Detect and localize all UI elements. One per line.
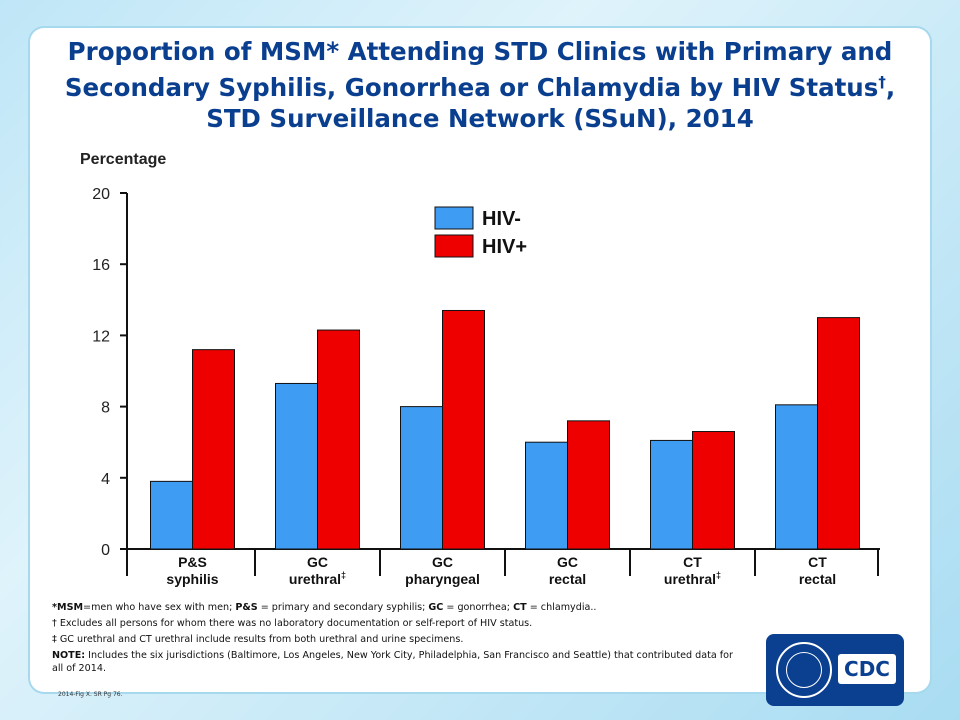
footnote-ct-def: = chlamydia.. [526,602,597,613]
footnote-gc-term: GC [428,602,444,613]
x-tick-label-line2: urethral‡ [664,570,721,587]
title-line-2-text: Secondary Syphilis, Gonorrhea or Chlamyd… [64,73,879,103]
x-tick-label-line1: P&S [178,554,207,570]
x-tick-label-line1: GC [432,554,453,570]
footnote-gc-def: = gonorrhea; [443,602,514,613]
bar-hiv-negative [775,404,818,550]
footnote-msm-def: =men who have sex with men; [83,602,236,613]
bar-hiv-positive [692,431,735,550]
x-tick-label-line2: pharyngeal [405,571,480,587]
cdc-logo: CDC [766,634,904,706]
title-line-1: Proportion of MSM* Attending STD Clinics… [67,37,893,66]
footnote-ct-term: CT [513,602,527,613]
x-tick-label-line2: urethral‡ [289,570,346,587]
hhs-seal-icon [776,642,832,698]
y-tick-label: 4 [101,471,110,488]
y-tick-label: 12 [92,328,110,345]
footnote-abbreviations: *MSM=men who have sex with men; P&S = pr… [52,601,742,614]
footnote-note-text: Includes the six jurisdictions (Baltimor… [52,650,733,674]
y-tick-label: 0 [101,542,110,559]
footnote-ps-def: = primary and secondary syphilis; [257,602,429,613]
bar-hiv-positive [817,317,860,550]
x-tick-label-mark: ‡ [341,570,346,580]
bar-hiv-positive [192,349,235,550]
bar-hiv-negative [275,382,318,550]
title-dagger: † [878,73,886,91]
chart-title: Proportion of MSM* Attending STD Clinics… [30,36,930,134]
legend-label: HIV- [482,208,521,230]
footnote-double-dagger: ‡ GC urethral and CT urethral include re… [52,634,464,645]
bar-hiv-negative [400,406,443,550]
x-tick-label-line2: syphilis [166,571,218,587]
y-tick-label: 16 [92,257,110,274]
y-tick-label: 20 [92,186,110,203]
x-tick-label-line1: GC [307,554,328,570]
bar-hiv-negative [150,480,193,550]
x-tick-label-line1: GC [557,554,578,570]
footnote-note-label: NOTE: [52,650,86,661]
bar-hiv-positive [567,420,610,550]
bar-hiv-negative [650,439,693,550]
footnote-dagger: † Excludes all persons for whom there wa… [52,618,533,629]
x-tick-label-line2: rectal [799,571,836,587]
x-tick-label-mark: ‡ [716,570,721,580]
footnote-note: NOTE: Includes the six jurisdictions (Ba… [52,649,742,675]
bar-hiv-positive [442,309,485,550]
footnote-msm-term: *MSM [52,602,84,613]
title-line-3: STD Surveillance Network (SSuN), 2014 [206,104,754,134]
figure-reference: 2014-Fig X. SR Pg 76. [58,691,123,698]
title-line-2-end: , [885,73,896,103]
bar-hiv-positive [317,329,360,550]
legend-label: HIV+ [482,236,527,258]
y-axis-label: Percentage [80,151,166,168]
x-tick-label-line2: rectal [549,571,586,587]
cdc-wordmark: CDC [838,654,896,684]
bar-hiv-negative [525,441,568,550]
y-tick-label: 8 [101,400,110,417]
footnote-ps-term: P&S [235,602,258,613]
bar-chart: Percentage048121620P&SsyphilisGCurethral… [80,151,880,587]
title-line-2: Secondary Syphilis, Gonorrhea or Chlamyd… [30,67,930,103]
footnotes: *MSM=men who have sex with men; P&S = pr… [52,601,742,678]
x-tick-label-line1: CT [808,554,827,570]
legend-swatch [434,206,474,230]
x-tick-label-line1: CT [683,554,702,570]
legend-swatch [434,234,474,258]
